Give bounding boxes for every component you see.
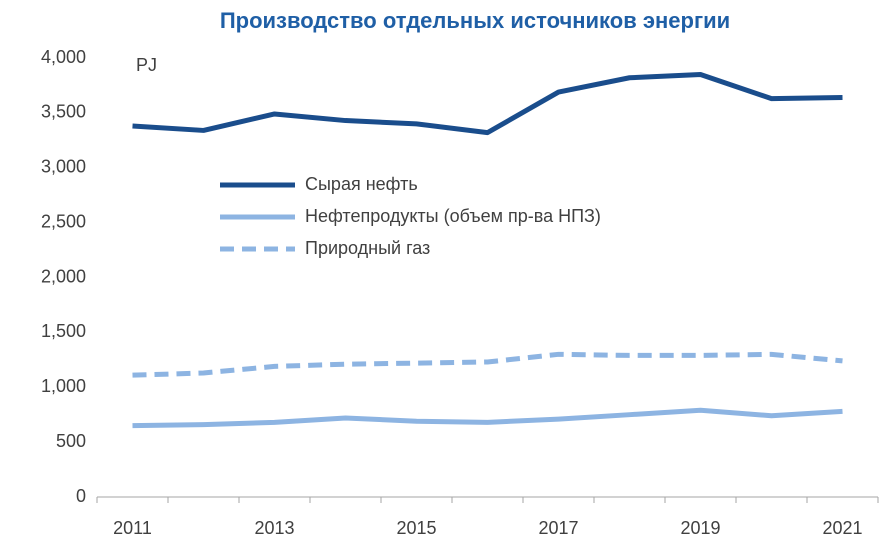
y-tick-label: 3,500 [41, 102, 86, 122]
unit-label: PJ [136, 55, 157, 75]
x-tick-label: 2019 [680, 518, 720, 538]
x-tick-label: 2015 [396, 518, 436, 538]
series-line [132, 351, 843, 378]
y-tick-label: 2,000 [41, 266, 86, 286]
y-tick-label: 1,500 [41, 321, 86, 341]
x-tick-label: 2017 [538, 518, 578, 538]
series-line [132, 71, 843, 136]
x-tick-label: 2011 [113, 518, 152, 538]
legend-label: Нефтепродукты (объем пр-ва НПЗ) [305, 206, 601, 226]
y-tick-label: 500 [56, 431, 86, 451]
x-tick-label: 2013 [254, 518, 294, 538]
legend-label: Природный газ [305, 238, 430, 258]
y-tick-label: 3,000 [41, 157, 86, 177]
y-tick-label: 4,000 [41, 47, 86, 67]
chart-title: Производство отдельных источников энерги… [220, 8, 730, 33]
legend-label: Сырая нефть [305, 174, 418, 194]
x-tick-label: 2021 [822, 518, 862, 538]
series-line [132, 407, 843, 429]
y-tick-label: 1,000 [41, 376, 86, 396]
y-tick-label: 0 [76, 486, 86, 506]
y-tick-label: 2,500 [41, 211, 86, 231]
